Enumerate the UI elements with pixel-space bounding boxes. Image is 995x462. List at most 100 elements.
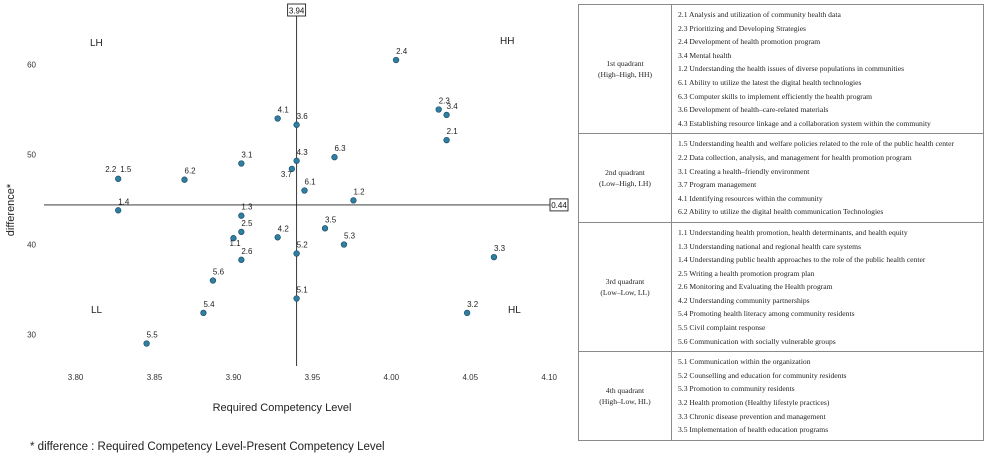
competency-item: 3.4 Mental health <box>678 50 732 60</box>
data-point <box>238 256 245 263</box>
competency-item: 3.7 Program management <box>678 180 757 190</box>
data-point <box>463 309 471 317</box>
point-label: 3.5 <box>325 215 337 224</box>
data-point <box>238 212 245 219</box>
point-label: 2.5 <box>241 219 253 228</box>
competency-item: 4.2 Understanding community partnerships <box>678 295 810 305</box>
point-label: 2.6 <box>241 247 253 256</box>
point-label: 2.4 <box>396 47 408 56</box>
competency-item: 5.5 Civil complaint response <box>678 323 766 333</box>
x-axis-title: Required Competency Level <box>213 402 352 414</box>
quadrant-name-line2: (Low–High, LH) <box>599 179 651 189</box>
x-tick-label: 4.00 <box>384 373 400 382</box>
point-label: 5.3 <box>344 232 356 241</box>
point-label: 1.2 <box>353 187 365 196</box>
competency-item: 3.2 Health promotion (Healthy lifestyle … <box>678 398 830 408</box>
competency-item: 1.5 Understanding health and welfare pol… <box>678 139 955 149</box>
data-point <box>209 277 217 284</box>
competency-item: 2.1 Analysis and utilization of communit… <box>678 10 841 19</box>
x-tick-label: 3.90 <box>226 373 242 382</box>
quadrant-row: 4th quadrant (High–Low, HL) 5.1 Communicat… <box>578 351 984 441</box>
data-point <box>435 106 442 113</box>
point-label: 5.1 <box>297 286 309 295</box>
quadrant-table: 1st quadrant (High–High, HH) 2.1 Analysis … <box>578 3 984 441</box>
point-label: 3.2 <box>467 300 479 309</box>
point-label: 3.1 <box>241 151 253 160</box>
point-label: 1.1 <box>229 239 241 248</box>
competency-item: 3.6 Development of health–care-related m… <box>678 105 829 115</box>
quadrant-label-hh: HH <box>500 36 514 47</box>
quadrant-name-line1: 2nd quadrant <box>605 168 645 178</box>
point-label: 2.3 <box>439 97 451 106</box>
horizontal-reference-box <box>549 198 569 212</box>
quadrant-row: 3rd quadrant (Low–Low, LL) 1.1 Understandi… <box>578 221 984 353</box>
competency-item: 5.1 Communication within the organizatio… <box>678 357 811 367</box>
y-tick-label: 60 <box>27 61 36 70</box>
data-point <box>200 309 207 317</box>
point-label: 3.7 <box>281 170 293 179</box>
point-label: 4.1 <box>278 106 290 115</box>
data-point <box>490 253 498 261</box>
quadrant-name: 1st quadrant (High–High, HH) <box>578 3 672 135</box>
data-point <box>115 207 122 214</box>
competency-item: 6.2 Ability to utilize the digital healt… <box>678 207 884 217</box>
y-tick-labels: 30 40 50 60 <box>27 61 36 340</box>
point-label: 6.1 <box>305 178 317 187</box>
x-tick-label: 3.80 <box>68 373 84 382</box>
footnote: * difference : Required Competency Level… <box>30 441 385 453</box>
point-label: 1.5 <box>120 165 132 174</box>
data-point <box>230 235 237 242</box>
x-tick-label: 4.05 <box>462 373 478 382</box>
x-tick-label: 4.10 <box>541 373 557 382</box>
competency-item: 2.5 Writing a health promotion program p… <box>678 268 815 278</box>
point-label: 6.3 <box>334 144 346 153</box>
x-tick-label: 3.85 <box>147 373 163 382</box>
data-point <box>238 160 245 167</box>
quadrant-items: 5.1 Communication within the organizatio… <box>671 351 984 441</box>
y-axis-title: difference* <box>5 183 17 236</box>
point-label: 2.1 <box>447 127 459 136</box>
data-points: 2.4 2.33.4 2.1 4.1 3.6 3.1 4.3 6.3 3.7 2.2 1.5 6.2 6… <box>105 47 506 347</box>
data-point <box>443 111 450 119</box>
data-point <box>293 121 300 128</box>
competency-item: 2.3 Prioritizing and Developing Strategi… <box>678 23 807 33</box>
competency-item: 2.4 Development of health promotion prog… <box>678 37 821 47</box>
quadrant-items: 1.5 Understanding health and welfare pol… <box>671 133 984 223</box>
competency-item: 1.1 Understanding health promotion, heal… <box>678 227 908 237</box>
competency-item: 2.2 Data collection, analysis, and manag… <box>678 152 912 162</box>
data-point <box>293 250 300 257</box>
data-point <box>301 187 308 194</box>
data-point <box>350 197 357 204</box>
competency-item: 3.3 Chronic disease prevention and manag… <box>678 411 826 421</box>
data-point <box>340 241 348 248</box>
quadrant-name-line2: (Low–Low, LL) <box>600 288 650 298</box>
quadrant-name-line2: (High–Low, HL) <box>599 397 651 407</box>
quadrant-name: 3rd quadrant (Low–Low, LL) <box>578 221 672 353</box>
quadrant-name-line1: 1st quadrant <box>606 59 644 69</box>
point-label: 6.2 <box>185 167 197 176</box>
competency-item: 6.3 Computer skills to implement efficie… <box>678 91 873 101</box>
competency-item: 1.2 Understanding the health issues of d… <box>678 64 905 74</box>
y-tick-label: 30 <box>27 331 36 340</box>
competency-item: 5.2 Counselling and education for commun… <box>678 370 847 380</box>
quadrant-label-hl: HL <box>508 305 521 316</box>
point-label: 5.5 <box>147 331 159 340</box>
quadrant-row: 1st quadrant (High–High, HH) 2.1 Analysis … <box>578 3 984 135</box>
data-point <box>392 56 400 64</box>
y-tick-label: 40 <box>27 241 36 250</box>
horizontal-reference-label: 0.44 <box>551 201 567 210</box>
competency-item: 1.4 Understanding public health approach… <box>678 255 926 265</box>
point-label: 2.2 <box>105 165 117 174</box>
scatter-chart: 3.94 0.44 3.80 3.85 3.90 3.95 4.00 4.05 4.10 30… <box>5 3 569 414</box>
vertical-reference-label: 3.94 <box>289 7 305 16</box>
competency-item: 3.5 Implementation of health education p… <box>678 425 829 435</box>
point-label: 3.3 <box>494 244 506 253</box>
quadrant-name-line1: 3rd quadrant <box>605 277 645 287</box>
data-point <box>115 175 122 182</box>
competency-item: 4.3 Establishing resource linkage and a … <box>678 118 931 128</box>
quadrant-row: 2nd quadrant (Low–High, LH) 1.5 Understand… <box>578 133 984 223</box>
point-label: 5.4 <box>203 300 215 309</box>
competency-item: 5.3 Promotion to community residents <box>678 384 795 394</box>
quadrant-name: 4th quadrant (High–Low, HL) <box>578 351 672 441</box>
quadrant-label-lh: LH <box>90 38 103 49</box>
